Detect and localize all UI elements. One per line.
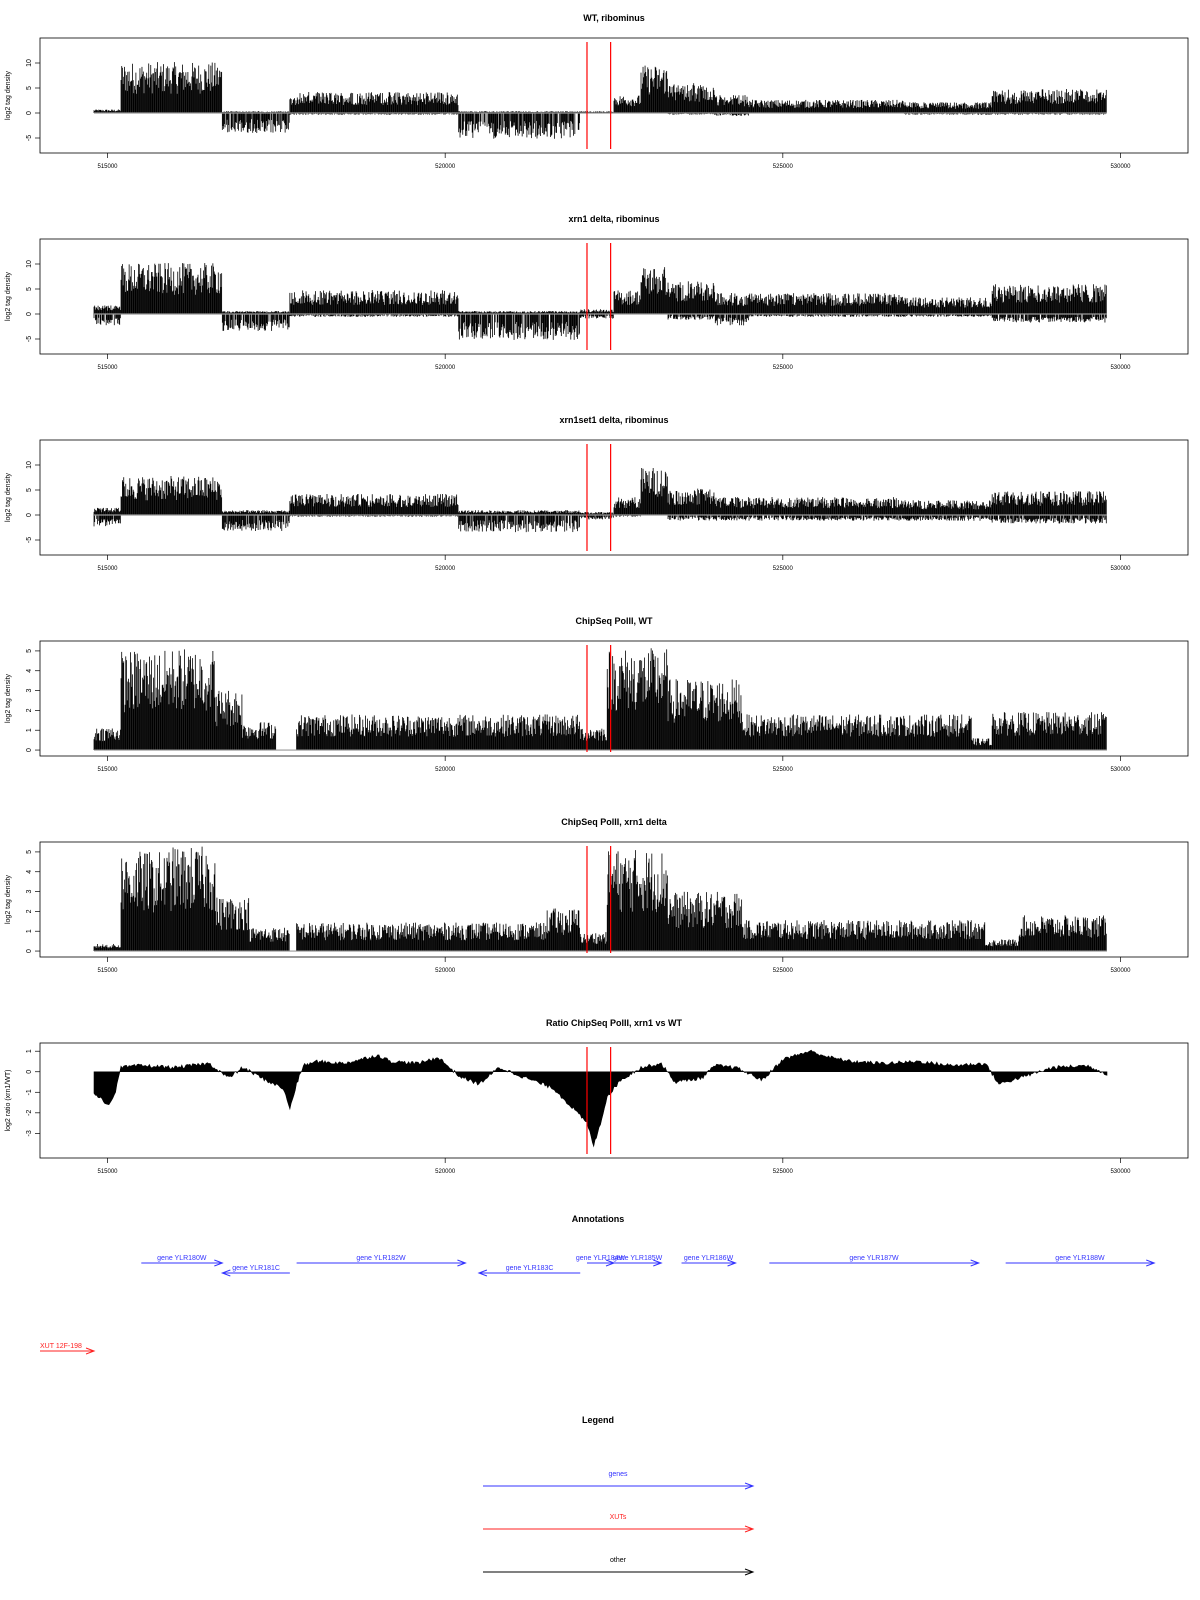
x-tick-label: 525000 [773, 164, 794, 170]
x-tick-label: 525000 [773, 365, 794, 371]
track-panel-1: WT, ribominus log2 tag density -5 0 5 10 51500… [5, 13, 1189, 170]
panel-title: WT, ribominus [583, 13, 645, 23]
x-tick-label: 515000 [98, 164, 119, 170]
x-tick-label: 515000 [98, 365, 119, 371]
x-tick-label: 520000 [435, 365, 456, 371]
y-axis-label: log2 tag density [5, 472, 12, 522]
track-panels: WT, ribominus log2 tag density -5 0 5 10 51500… [5, 13, 1189, 1175]
x-tick-label: 530000 [1110, 164, 1131, 170]
track-panel-3: xrn1set1 delta, ribominus log2 tag densit… [5, 415, 1189, 572]
data-bars [93, 467, 1107, 533]
y-tick-label: 0 [26, 312, 33, 316]
y-tick-label: -5 [26, 135, 33, 141]
data-bars [93, 62, 1107, 139]
y-tick-label: -5 [26, 336, 33, 342]
y-axis-label: log2 tag density [5, 271, 12, 321]
x-tick-label: 520000 [435, 164, 456, 170]
panel-title: xrn1 delta, ribominus [568, 214, 659, 224]
plot-frame [39, 37, 1189, 154]
plot-frame [39, 238, 1189, 355]
y-tick-label: 10 [26, 59, 33, 67]
y-tick-label: 5 [26, 287, 33, 291]
x-tick-label: 530000 [1110, 365, 1131, 371]
y-tick-label: 5 [26, 86, 33, 90]
y-tick-label: 10 [26, 260, 33, 268]
panel-title: xrn1set1 delta, ribominus [559, 415, 668, 425]
track-panel-2: xrn1 delta, ribominus log2 tag density -5 0… [5, 214, 1189, 371]
y-axis-label: log2 tag density [5, 70, 12, 120]
y-tick-label: 0 [26, 111, 33, 115]
data-bars [93, 263, 1107, 340]
